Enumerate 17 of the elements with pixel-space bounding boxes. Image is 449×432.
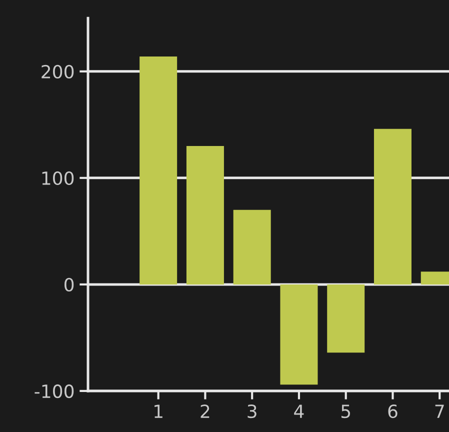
x-tick-label: 3 bbox=[248, 404, 256, 418]
x-tick-label: 2 bbox=[200, 404, 210, 418]
bar bbox=[186, 146, 224, 284]
bar bbox=[374, 128, 412, 284]
bar bbox=[140, 56, 178, 284]
x-tick-label: 4 bbox=[294, 404, 304, 418]
bar bbox=[327, 284, 365, 353]
y-tick-label: 200 bbox=[42, 64, 74, 79]
y-tick-label: 100 bbox=[42, 171, 74, 186]
bar bbox=[233, 210, 271, 284]
x-tick-label: 5 bbox=[342, 404, 350, 418]
y-tick-label: -100 bbox=[34, 384, 74, 398]
x-tick-label: 6 bbox=[388, 404, 398, 418]
bar bbox=[280, 284, 318, 385]
x-tick-label: 7 bbox=[435, 404, 444, 418]
y-tick-label: 0 bbox=[64, 278, 74, 292]
x-tick-label: 1 bbox=[154, 404, 162, 418]
